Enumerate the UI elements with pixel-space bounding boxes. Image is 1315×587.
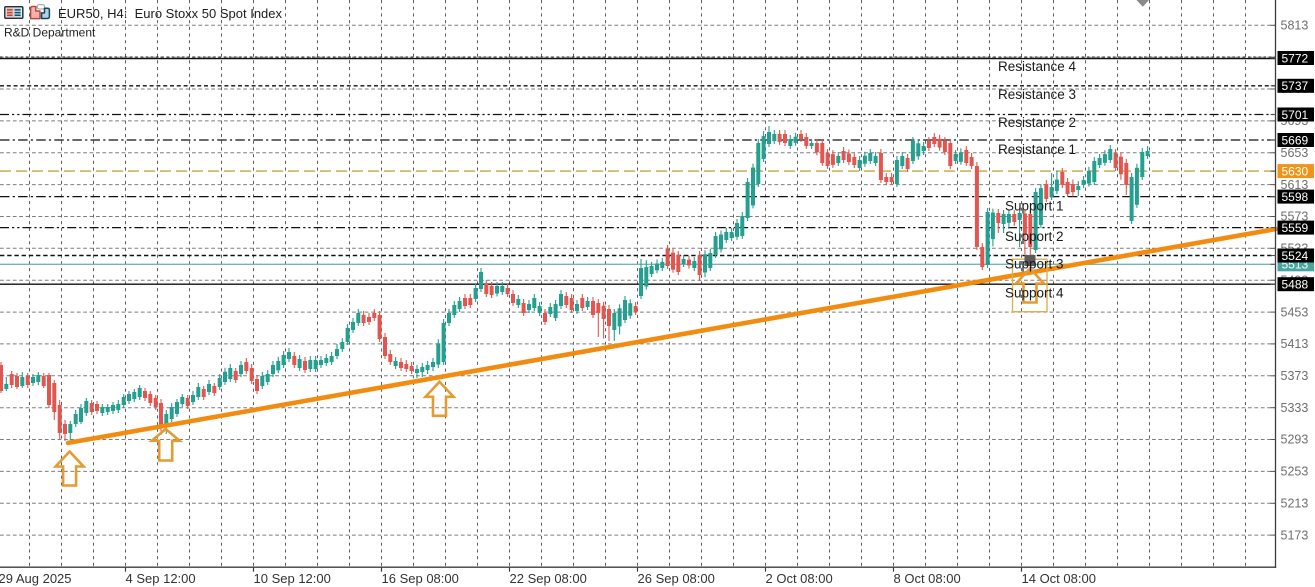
svg-text:Support 4: Support 4	[1005, 285, 1064, 300]
svg-text:EUR50, H4: Euro Stoxx 50 Spot: EUR50, H4: Euro Stoxx 50 Spot Index	[58, 6, 283, 21]
svg-text:5573: 5573	[1281, 210, 1309, 224]
svg-text:5253: 5253	[1281, 465, 1309, 479]
svg-text:26 Sep 08:00: 26 Sep 08:00	[638, 571, 715, 586]
svg-text:Resistance 4: Resistance 4	[998, 59, 1077, 74]
svg-text:5598: 5598	[1282, 190, 1309, 204]
svg-text:5524: 5524	[1282, 249, 1309, 263]
svg-text:5373: 5373	[1281, 369, 1309, 383]
svg-text:Support 3: Support 3	[1005, 256, 1064, 271]
svg-text:Resistance 1: Resistance 1	[998, 142, 1076, 157]
svg-text:2 Oct 08:00: 2 Oct 08:00	[766, 571, 833, 586]
svg-text:5173: 5173	[1281, 528, 1309, 542]
svg-text:29 Aug 2025: 29 Aug 2025	[0, 571, 72, 586]
svg-text:5613: 5613	[1281, 178, 1309, 192]
svg-text:R&D Department: R&D Department	[4, 26, 96, 40]
svg-text:8 Oct 08:00: 8 Oct 08:00	[894, 571, 961, 586]
svg-text:5813: 5813	[1281, 19, 1309, 33]
svg-text:10 Sep 12:00: 10 Sep 12:00	[254, 571, 331, 586]
svg-text:Support 2: Support 2	[1005, 229, 1064, 244]
svg-text:5213: 5213	[1281, 497, 1309, 511]
svg-text:5772: 5772	[1282, 51, 1309, 65]
svg-text:5453: 5453	[1281, 305, 1309, 319]
svg-text:5293: 5293	[1281, 433, 1309, 447]
svg-text:Resistance 3: Resistance 3	[998, 87, 1076, 102]
svg-text:16 Sep 08:00: 16 Sep 08:00	[382, 571, 459, 586]
svg-text:5559: 5559	[1282, 221, 1309, 235]
svg-text:4 Sep 12:00: 4 Sep 12:00	[126, 571, 196, 586]
svg-text:5737: 5737	[1282, 79, 1309, 93]
svg-text:5653: 5653	[1281, 146, 1309, 160]
svg-text:14 Oct 08:00: 14 Oct 08:00	[1022, 571, 1096, 586]
svg-text:5669: 5669	[1282, 133, 1309, 147]
svg-text:5701: 5701	[1282, 108, 1309, 122]
svg-text:22 Sep 08:00: 22 Sep 08:00	[510, 571, 587, 586]
svg-text:5488: 5488	[1282, 278, 1309, 292]
svg-text:Resistance 2: Resistance 2	[998, 115, 1076, 130]
svg-text:5333: 5333	[1281, 401, 1309, 415]
svg-text:5630: 5630	[1282, 164, 1309, 178]
svg-text:5413: 5413	[1281, 337, 1309, 351]
svg-text:Support 1: Support 1	[1005, 198, 1064, 213]
